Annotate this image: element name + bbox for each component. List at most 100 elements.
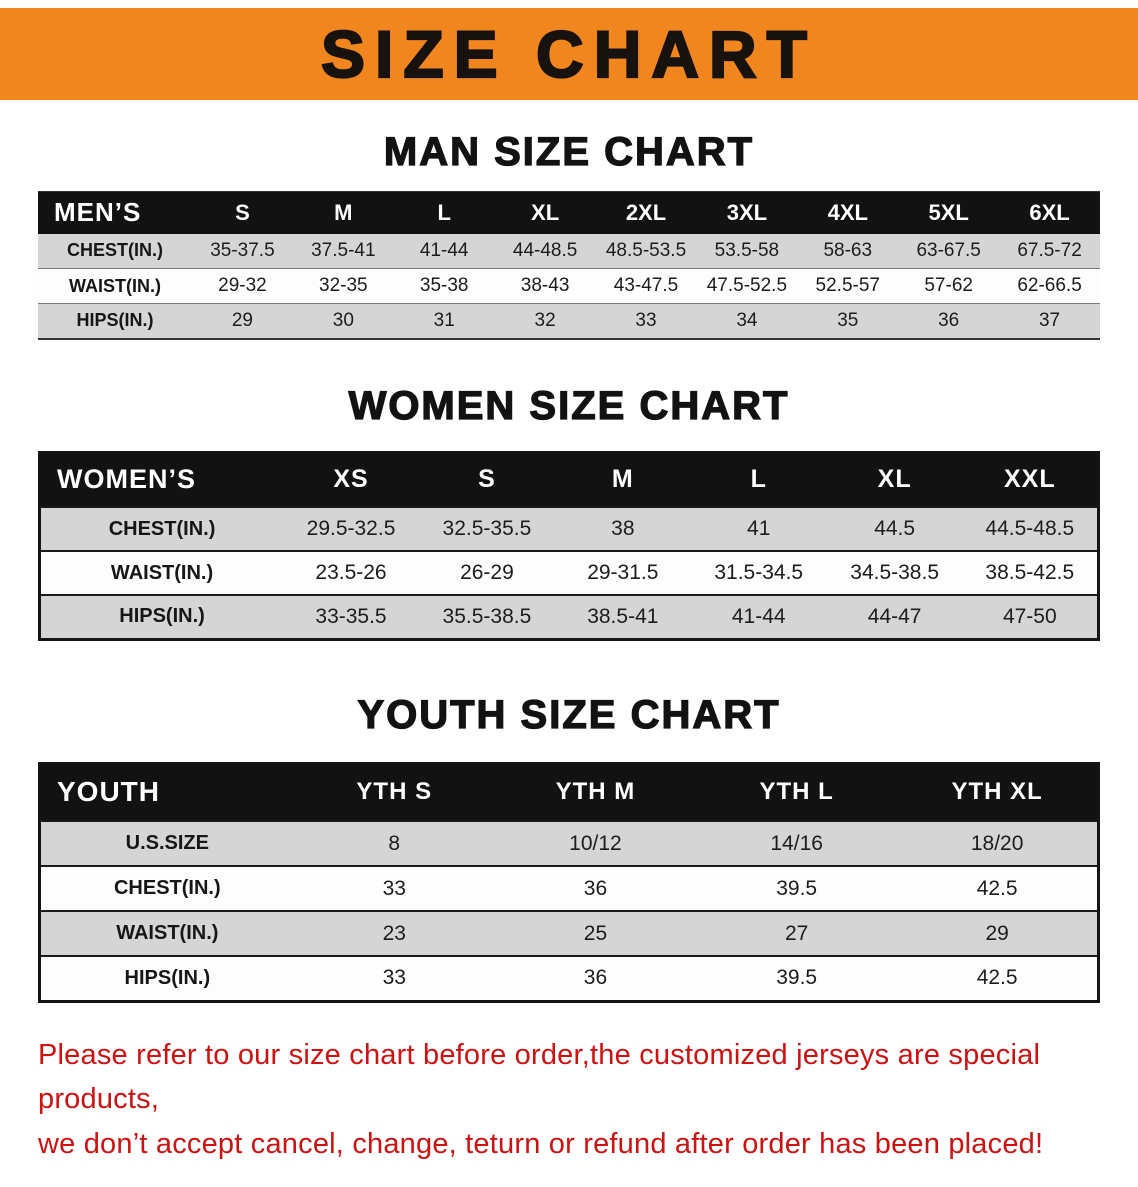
men-col-header-5xl: 5XL bbox=[898, 191, 1000, 234]
youth-row-label-waist-in: WAIST(IN.) bbox=[116, 922, 219, 944]
men-size-table: MEN’S S M L XL 2XL 3XL 4XL 5XL 6XL CHEST(IN.) 35-37… bbox=[38, 191, 1100, 340]
women-col-header-s: S bbox=[418, 452, 555, 507]
women-row-hips-in: HIPS(IN.) 33-35.5 35.5-38.5 38.5-41 41-44 44-… bbox=[39, 595, 1099, 639]
footer-note-line-1: Please refer to our size chart before or… bbox=[38, 1038, 1041, 1116]
women-row-waist-in: WAIST(IN.) 23.5-26 26-29 29-31.5 31.5-34.5 34… bbox=[39, 551, 1099, 595]
youth-section: YOUTH SIZE CHART YOUTH YTH S YTH M YTH L YTH… bbox=[0, 692, 1138, 1003]
men-row-label-waist-in: WAIST(IN.) bbox=[68, 275, 161, 296]
men-value-cell: 36 bbox=[938, 309, 960, 331]
women-col-header-m: M bbox=[554, 452, 691, 507]
women-value-cell: 44.5-48.5 bbox=[985, 517, 1075, 540]
youth-row-waist-in: WAIST(IN.) 23 25 27 29 bbox=[39, 911, 1099, 956]
women-value-cell: 47-50 bbox=[1002, 604, 1057, 628]
men-value-cell: 35 bbox=[837, 309, 859, 331]
youth-value-cell: 27 bbox=[784, 921, 809, 945]
men-value-cell: 52.5-57 bbox=[815, 275, 880, 296]
men-col-header-3xl: 3XL bbox=[696, 191, 798, 234]
women-value-cell: 26-29 bbox=[460, 561, 514, 584]
men-value-cell: 29 bbox=[231, 309, 253, 331]
men-value-cell: 34 bbox=[736, 309, 758, 331]
women-col-header-xxl: XXL bbox=[962, 452, 1099, 507]
women-value-cell: 41-44 bbox=[731, 604, 786, 628]
women-section-heading: WOMEN SIZE CHART bbox=[348, 383, 790, 428]
youth-row-label-chest-in: CHEST(IN.) bbox=[113, 877, 221, 899]
men-table-title: MEN’S bbox=[38, 191, 192, 234]
youth-value-cell: 29 bbox=[985, 921, 1009, 945]
banner: SIZE CHART bbox=[0, 8, 1138, 100]
men-value-cell: 43-47.5 bbox=[613, 275, 679, 296]
youth-value-cell: 39.5 bbox=[776, 966, 818, 990]
men-value-cell: 35-38 bbox=[419, 275, 469, 296]
men-row-label-chest-in: CHEST(IN.) bbox=[66, 240, 163, 261]
men-section: MAN SIZE CHART MEN’S S M L XL 2XL 3XL 4XL 5XL 6XL… bbox=[0, 129, 1138, 340]
youth-value-cell: 39.5 bbox=[776, 876, 818, 900]
women-col-header-l: L bbox=[690, 452, 827, 507]
men-row-hips-in: HIPS(IN.) 29 30 31 32 33 34 35 36 37 bbox=[38, 303, 1100, 339]
men-value-cell: 32 bbox=[534, 309, 556, 331]
youth-header-row: YOUTH YTH S YTH M YTH L YTH XL bbox=[39, 763, 1099, 821]
men-value-cell: 67.5-72 bbox=[1017, 239, 1082, 261]
men-value-cell: 32-35 bbox=[319, 275, 368, 296]
men-value-cell: 29-32 bbox=[218, 275, 267, 296]
women-row-label-hips-in: HIPS(IN.) bbox=[119, 605, 205, 628]
men-row-chest-in: CHEST(IN.) 35-37.5 37.5-41 41-44 44-48.5 48.5… bbox=[38, 233, 1100, 269]
footer-note: Please refer to our size chart before or… bbox=[38, 1033, 1100, 1168]
youth-row-hips-in: HIPS(IN.) 33 36 39.5 42.5 bbox=[39, 956, 1099, 1001]
men-col-header-xl: XL bbox=[494, 191, 596, 234]
women-col-header-xl: XL bbox=[826, 452, 963, 507]
women-row-label-chest-in: CHEST(IN.) bbox=[108, 517, 216, 540]
youth-value-cell: 36 bbox=[583, 876, 608, 900]
men-value-cell: 30 bbox=[332, 309, 354, 331]
men-row-waist-in: WAIST(IN.) 29-32 32-35 35-38 38-43 43-47.5 47.… bbox=[38, 268, 1100, 304]
youth-value-cell: 18/20 bbox=[970, 831, 1024, 855]
youth-value-cell: 23 bbox=[382, 921, 406, 945]
women-col-header-xs: XS bbox=[283, 452, 419, 507]
men-row-label-hips-in: HIPS(IN.) bbox=[76, 310, 154, 331]
youth-col-header-yth-m: YTH M bbox=[494, 763, 697, 821]
youth-value-cell: 8 bbox=[388, 831, 401, 855]
men-value-cell: 48.5-53.5 bbox=[605, 239, 687, 261]
youth-row-label-u-s-size: U.S.SIZE bbox=[125, 832, 209, 854]
youth-col-header-yth-xl: YTH XL bbox=[897, 763, 1099, 821]
men-value-cell: 31 bbox=[433, 309, 455, 331]
men-value-cell: 41-44 bbox=[419, 239, 469, 261]
men-value-cell: 62-66.5 bbox=[1017, 275, 1082, 296]
youth-value-cell: 33 bbox=[382, 966, 406, 990]
women-value-cell: 23.5-26 bbox=[315, 561, 387, 584]
women-value-cell: 35.5-38.5 bbox=[442, 604, 532, 628]
women-value-cell: 31.5-34.5 bbox=[714, 561, 804, 584]
youth-value-cell: 33 bbox=[382, 876, 406, 900]
men-col-header-4xl: 4XL bbox=[797, 191, 899, 234]
youth-value-cell: 42.5 bbox=[976, 876, 1018, 900]
men-col-header-s: S bbox=[191, 191, 293, 234]
youth-row-chest-in: CHEST(IN.) 33 36 39.5 42.5 bbox=[39, 866, 1099, 911]
women-value-cell: 44-47 bbox=[867, 604, 922, 628]
women-header-row: WOMEN’S XS S M L XL XXL bbox=[39, 452, 1099, 507]
men-header-row: MEN’S S M L XL 2XL 3XL 4XL 5XL 6XL bbox=[38, 191, 1100, 234]
women-section: WOMEN SIZE CHART WOMEN’S XS S M L XL XXL CHEST(… bbox=[0, 383, 1138, 641]
women-value-cell: 38 bbox=[611, 517, 635, 540]
youth-value-cell: 10/12 bbox=[569, 831, 622, 855]
men-value-cell: 47.5-52.5 bbox=[706, 275, 788, 296]
women-value-cell: 33-35.5 bbox=[315, 604, 387, 628]
men-value-cell: 33 bbox=[635, 309, 657, 331]
men-col-header-2xl: 2XL bbox=[595, 191, 697, 234]
men-col-header-l: L bbox=[393, 191, 495, 234]
youth-row-label-hips-in: HIPS(IN.) bbox=[124, 966, 211, 989]
women-value-cell: 41 bbox=[747, 517, 771, 540]
youth-value-cell: 25 bbox=[583, 921, 608, 945]
men-col-header-m: M bbox=[292, 191, 394, 234]
women-value-cell: 29-31.5 bbox=[587, 561, 659, 584]
women-value-cell: 34.5-38.5 bbox=[850, 561, 940, 584]
women-value-cell: 44.5 bbox=[874, 517, 916, 540]
men-value-cell: 37 bbox=[1038, 309, 1061, 331]
youth-col-header-yth-s: YTH S bbox=[293, 763, 495, 821]
women-value-cell: 32.5-35.5 bbox=[442, 517, 532, 540]
page-title: SIZE CHART bbox=[320, 17, 817, 91]
women-size-table: WOMEN’S XS S M L XL XXL CHEST(IN.) 29.5-32.5 32.5… bbox=[38, 450, 1100, 641]
women-value-cell: 38.5-41 bbox=[587, 604, 659, 628]
youth-value-cell: 36 bbox=[583, 966, 608, 990]
women-row-label-waist-in: WAIST(IN.) bbox=[110, 561, 214, 584]
men-value-cell: 63-67.5 bbox=[916, 239, 981, 261]
women-table-title: WOMEN’S bbox=[39, 452, 284, 507]
